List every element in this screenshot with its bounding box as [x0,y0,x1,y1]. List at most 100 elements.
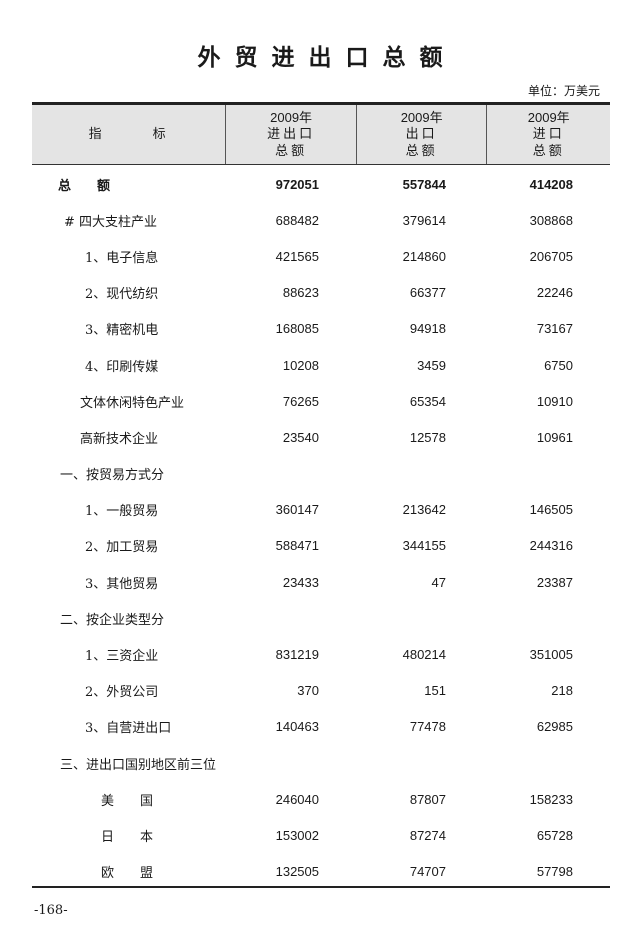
row-value: 244316 [529,538,573,554]
table-row: 4、印刷传媒 10208 3459 6750 [32,347,610,383]
row-value: 10961 [536,429,573,445]
row-value: 65728 [536,827,573,843]
row-value: 158233 [529,791,573,807]
header-line1: 出口 [405,127,438,142]
table-row: 1、一般贸易 360147 213642 146505 [32,492,610,528]
row-value: 688482 [275,212,319,228]
row-label: 4、印刷传媒 [85,359,159,375]
table-row: 2、现代纺织 88623 66377 22246 [32,275,610,311]
table-row: 1、电子信息 421565 214860 206705 [32,238,610,274]
row-value: 344155 [402,538,446,554]
header-line1: 进口 [532,127,565,142]
table-row: 欧 盟 132505 74707 57798 [32,854,610,890]
table-row: 总 额 972051 557844 414208 [32,166,610,202]
row-label: 高新技术企业 [80,431,159,447]
row-value: 73167 [536,321,573,337]
header-year: 2009年 [270,110,313,125]
row-label: 2、加工贸易 [85,540,159,556]
row-value: 370 [297,683,319,699]
row-value: 360147 [275,502,319,518]
row-value: 22246 [536,285,573,301]
row-value: 87274 [409,827,446,843]
row-label: 日 本 [101,829,154,845]
table-header: 指 标 2009年 进出口 总额 2009年 出口 总额 2009年 进口 总额 [32,102,610,165]
row-value: 88623 [282,285,319,301]
row-label: 3、自营进出口 [85,721,172,737]
table-row: 3、自营进出口 140463 77478 62985 [32,709,610,745]
row-label: 文体休闲特色产业 [80,395,185,411]
row-value: 23387 [536,574,573,590]
header-line2: 总额 [532,144,565,159]
bottom-rule [32,886,610,888]
row-value: 480214 [402,647,446,663]
row-value: 62985 [536,719,573,735]
row-label: 三、进出口国别地区前三位 [60,757,217,773]
row-value: 153002 [275,827,319,843]
row-value: 65354 [409,393,446,409]
row-value: 214860 [402,248,446,264]
row-value: 74707 [409,864,446,880]
row-value: 206705 [529,248,573,264]
table-row: 二、按企业类型分 [32,600,610,636]
table-row: 美 国 246040 87807 158233 [32,781,610,817]
row-value: 6750 [544,357,573,373]
row-value: 351005 [529,647,573,663]
unit-label: 单位：万美元 [527,84,600,98]
row-value: 94918 [409,321,446,337]
table-row: 一、按贸易方式分 [32,456,610,492]
table-row: 高新技术企业 23540 12578 10961 [32,419,610,455]
header-export: 2009年 出口 总额 [355,105,487,164]
row-label: 总 额 [58,178,111,194]
row-label: 3、精密机电 [85,323,159,339]
row-value: 213642 [402,502,446,518]
table-row: 日 本 153002 87274 65728 [32,817,610,853]
table-row: 2、外贸公司 370 151 218 [32,673,610,709]
table-row: 2、加工贸易 588471 344155 244316 [32,528,610,564]
row-value: 972051 [275,176,319,192]
header-line2: 总额 [405,144,438,159]
table-row: 1、三资企业 831219 480214 351005 [32,636,610,672]
page-number: -168- [34,903,68,918]
header-indicator-label: 指 标 [88,127,169,142]
row-value: 140463 [275,719,319,735]
row-value: 151 [424,683,446,699]
header-indicator: 指 标 [32,105,225,164]
row-value: 23433 [282,574,319,590]
table-body: 总 额 972051 557844 414208 # 四大支柱产业 688482 37961… [32,166,610,890]
row-value: 87807 [409,791,446,807]
row-value: 10208 [282,357,319,373]
table-row: 文体休闲特色产业 76265 65354 10910 [32,383,610,419]
row-value: 132505 [275,864,319,880]
table-row: 3、精密机电 168085 94918 73167 [32,311,610,347]
row-value: 557844 [402,176,446,192]
header-line2: 总额 [275,144,308,159]
row-value: 168085 [275,321,319,337]
row-value: 218 [551,683,573,699]
page-title: 外贸进出口总额 [197,44,457,71]
row-value: 3459 [417,357,446,373]
row-label: 欧 盟 [101,866,154,882]
row-label: 2、外贸公司 [85,685,159,701]
row-label: 2、现代纺织 [85,287,159,303]
row-value: 588471 [275,538,319,554]
row-label: 3、其他贸易 [85,576,159,592]
row-value: 76265 [282,393,319,409]
row-value: 414208 [529,176,573,192]
row-value: 146505 [529,502,573,518]
row-label: 1、电子信息 [85,250,159,266]
header-line1: 进出口 [267,127,316,142]
header-year: 2009年 [400,110,443,125]
table-row: 三、进出口国别地区前三位 [32,745,610,781]
row-value: 10910 [536,393,573,409]
header-import: 2009年 进口 总额 [486,105,610,164]
row-label: 1、三资企业 [85,649,159,665]
row-value: 66377 [409,285,446,301]
row-label: 美 国 [101,793,154,809]
row-value: 246040 [275,791,319,807]
table-row: # 四大支柱产业 688482 379614 308868 [32,202,610,238]
row-value: 57798 [536,864,573,880]
row-label: # 四大支柱产业 [64,214,158,230]
row-value: 379614 [402,212,446,228]
row-label: 二、按企业类型分 [60,612,165,628]
row-value: 47 [431,574,446,590]
